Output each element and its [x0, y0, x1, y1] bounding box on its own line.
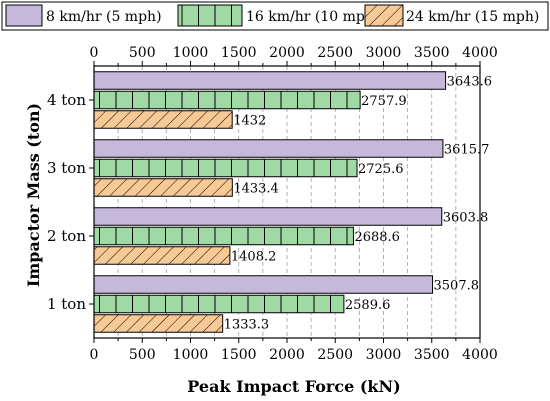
legend-label: 24 km/hr (15 mph)	[406, 9, 539, 25]
legend-swatch	[177, 4, 243, 27]
legend-swatch	[5, 4, 43, 27]
bar-pattern	[94, 91, 361, 109]
legend-swatch-fill	[6, 5, 42, 26]
legend-item: 24 km/hr (15 mph)	[364, 4, 539, 27]
bar-pattern	[94, 295, 344, 313]
bar	[93, 71, 447, 90]
x-tick-label-bottom: 1000	[173, 347, 209, 363]
x-tick-label-bottom: 4000	[462, 347, 498, 363]
data-label: 1408.2	[231, 250, 277, 265]
data-label: 1433.4	[233, 182, 279, 197]
bar	[93, 110, 233, 129]
data-label: 2725.6	[358, 162, 404, 177]
bar	[93, 158, 358, 178]
x-tick-label-bottom: 500	[129, 347, 156, 363]
x-tick-label-top: 4000	[462, 45, 498, 61]
bar	[93, 246, 231, 265]
bars: 3507.8 2589.6 1333.3 3603.8 2688.6 1408.2 3615…	[93, 71, 493, 333]
legend-label: 16 km/hr (10 mph)	[246, 9, 379, 25]
bar-pattern	[94, 178, 233, 197]
bar	[93, 178, 233, 197]
x-tick-label-bottom: 1500	[221, 347, 257, 363]
bar	[93, 314, 224, 333]
legend-swatch-outline	[5, 4, 43, 27]
y-axis-title: Impactor Mass (ton)	[24, 103, 43, 287]
x-tick-label-bottom: 0	[90, 347, 99, 363]
data-label: 2757.9	[361, 94, 407, 109]
x-tick-label-bottom: 3500	[414, 347, 450, 363]
bar	[93, 207, 443, 226]
x-tick-label-top: 3500	[414, 45, 450, 61]
x-tick-label-top: 2000	[269, 45, 305, 61]
x-tick-label-top: 0	[90, 45, 99, 61]
legend-swatch-outline	[364, 4, 404, 27]
y-tick-label: 1 ton	[47, 295, 86, 313]
legend-item: 8 km/hr (5 mph)	[5, 4, 162, 27]
data-label: 3603.8	[443, 211, 489, 226]
legend-box	[1, 1, 549, 31]
legend-swatch-outline	[177, 4, 243, 27]
legend: 8 km/hr (5 mph) 16 km/hr (10 mph) 24 km/hr…	[1, 1, 549, 31]
data-label: 3643.6	[447, 75, 493, 90]
legend-label: 8 km/hr (5 mph)	[46, 9, 162, 25]
x-tick-label-top: 1500	[221, 45, 257, 61]
x-axis-title: Peak Impact Force (kN)	[187, 377, 400, 396]
data-label: 1333.3	[224, 318, 270, 333]
data-label: 2688.6	[354, 230, 400, 245]
bar-fill	[94, 207, 442, 226]
bar-pattern	[94, 110, 233, 129]
data-label: 1432	[233, 114, 266, 129]
bar-pattern	[94, 159, 358, 177]
x-tick-label-top: 1000	[173, 45, 209, 61]
bar	[93, 90, 361, 110]
legend-item: 16 km/hr (10 mph)	[177, 4, 379, 27]
legend-swatch	[364, 4, 404, 27]
data-label: 3615.7	[444, 143, 490, 158]
y-tick-label: 2 ton	[47, 227, 86, 245]
bar-pattern	[94, 246, 230, 265]
bar-pattern	[94, 227, 354, 245]
data-label: 3507.8	[434, 279, 480, 294]
y-tick-label: 3 ton	[47, 159, 86, 177]
y-tick-label: 4 ton	[47, 91, 86, 109]
bar	[93, 226, 354, 246]
legend-swatch-pattern	[365, 5, 403, 26]
x-tick-label-bottom: 2000	[269, 347, 305, 363]
x-tick-label-top: 2500	[317, 45, 353, 61]
bar-fill	[94, 71, 446, 90]
x-tick-label-bottom: 3000	[366, 347, 402, 363]
x-tick-label-top: 500	[129, 45, 156, 61]
legend-swatch-pattern	[178, 5, 242, 26]
bar	[93, 275, 434, 294]
axes: 0 0 500 500 1000 1000 1500 1500 2000 2000 2500 2500…	[47, 45, 498, 363]
x-tick-label-bottom: 2500	[317, 347, 353, 363]
bar-fill	[94, 139, 443, 158]
bar	[93, 294, 345, 314]
data-label: 2589.6	[345, 298, 391, 313]
bar-fill	[94, 275, 433, 294]
bar	[93, 139, 444, 158]
bar-pattern	[94, 314, 223, 333]
x-tick-label-top: 3000	[366, 45, 402, 61]
